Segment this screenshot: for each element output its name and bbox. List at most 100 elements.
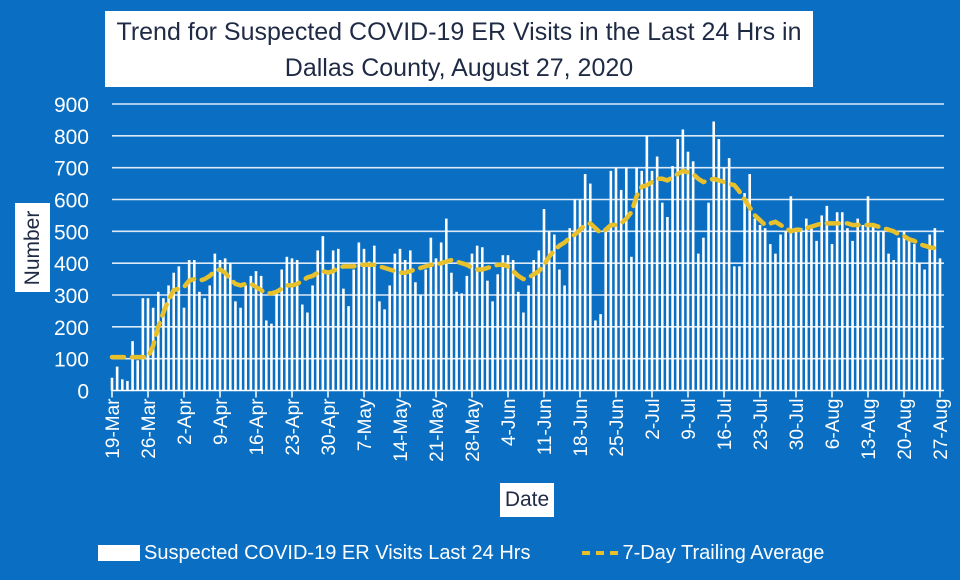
bar xyxy=(691,161,695,391)
bar xyxy=(856,218,860,391)
bar xyxy=(275,291,278,391)
bar xyxy=(825,205,829,391)
bar xyxy=(285,256,289,391)
bar xyxy=(182,307,186,391)
bar xyxy=(506,255,510,391)
bar xyxy=(738,266,741,391)
bar xyxy=(295,259,299,391)
bar xyxy=(799,228,803,391)
bar xyxy=(208,285,212,391)
bar xyxy=(239,307,242,391)
bar xyxy=(136,360,140,391)
bar xyxy=(768,244,772,391)
bar xyxy=(609,170,613,391)
bar xyxy=(496,274,500,391)
bar xyxy=(604,231,608,391)
bar xyxy=(424,269,428,391)
bar xyxy=(465,275,469,391)
bar xyxy=(630,256,633,391)
x-tick-label: 18-Jun xyxy=(571,399,592,457)
x-tick-label: 13-Aug xyxy=(859,399,880,460)
bar xyxy=(408,250,412,391)
bar xyxy=(748,174,752,391)
bar xyxy=(933,228,937,391)
bar xyxy=(223,258,227,391)
bar xyxy=(336,248,340,391)
bar xyxy=(573,199,577,391)
x-tick-label: 27-Aug xyxy=(931,399,952,460)
bar xyxy=(450,272,453,391)
bar xyxy=(640,170,644,391)
bar xyxy=(331,250,335,391)
bar xyxy=(244,285,248,391)
bar xyxy=(455,291,458,391)
bar xyxy=(372,245,376,391)
bar xyxy=(599,314,602,391)
bar xyxy=(516,291,520,391)
bar xyxy=(532,259,536,391)
legend: Suspected COVID-19 ER Visits Last 24 Hrs… xyxy=(98,538,824,568)
bar xyxy=(511,259,515,391)
bar xyxy=(614,167,618,391)
x-tick-label: 23-Jul xyxy=(751,399,772,451)
bar xyxy=(537,250,541,391)
bar xyxy=(779,234,782,391)
x-tick-label: 25-Jun xyxy=(607,399,628,457)
bar xyxy=(753,218,757,391)
bar xyxy=(254,271,258,391)
bar xyxy=(583,174,587,391)
bar xyxy=(270,323,273,391)
legend-swatch-bars xyxy=(98,545,140,561)
bar xyxy=(671,166,674,391)
chart-title-line-1: Trend for Suspected COVID-19 ER Visits i… xyxy=(116,18,802,46)
bar xyxy=(187,259,191,391)
y-tick-label: 200 xyxy=(54,317,89,340)
bar xyxy=(398,248,402,391)
x-tick-label: 19-Mar xyxy=(103,398,124,459)
bar xyxy=(393,253,397,391)
bar xyxy=(645,135,649,391)
bar xyxy=(156,291,160,391)
bar xyxy=(928,234,932,391)
legend-item-line: 7-Day Trailing Average xyxy=(530,542,824,565)
x-tick-label: 4-Jun xyxy=(499,399,520,447)
bar xyxy=(542,209,546,391)
bar xyxy=(311,285,314,391)
bar xyxy=(650,170,654,391)
bar xyxy=(696,253,700,391)
bar xyxy=(522,312,525,391)
bar xyxy=(846,228,849,391)
bar xyxy=(167,285,170,391)
y-tick-label: 400 xyxy=(54,253,89,276)
bar xyxy=(887,253,890,391)
bar xyxy=(491,301,494,391)
legend-item-bars: Suspected COVID-19 ER Visits Last 24 Hrs xyxy=(98,542,530,565)
bar xyxy=(866,196,870,391)
bar xyxy=(635,167,638,391)
bar xyxy=(727,158,731,391)
y-tick-label: 500 xyxy=(54,221,89,244)
y-tick-label: 100 xyxy=(54,349,89,372)
bar xyxy=(835,212,839,391)
bar xyxy=(306,312,309,391)
bar xyxy=(666,217,669,391)
bar xyxy=(218,259,222,391)
bar xyxy=(177,266,181,391)
bar xyxy=(259,275,263,391)
bar xyxy=(342,288,345,391)
bar xyxy=(429,237,433,391)
bar xyxy=(923,269,926,391)
x-tick-labels: 19-Mar 26-Mar 2-Apr 9-Apr 16-Apr 23-Apr 30-Apr… xyxy=(103,398,952,462)
bar xyxy=(907,240,911,391)
bar xyxy=(234,301,237,391)
bar xyxy=(676,139,680,391)
bar xyxy=(578,199,582,391)
bar xyxy=(321,236,325,391)
legend-label-bars: Suspected COVID-19 ER Visits Last 24 Hrs xyxy=(144,541,531,564)
bar xyxy=(732,266,736,391)
legend-swatch-line xyxy=(582,551,619,555)
x-tick-label: 28-May xyxy=(463,398,484,462)
bar xyxy=(840,212,844,391)
bar xyxy=(722,167,726,391)
bar xyxy=(486,280,489,391)
